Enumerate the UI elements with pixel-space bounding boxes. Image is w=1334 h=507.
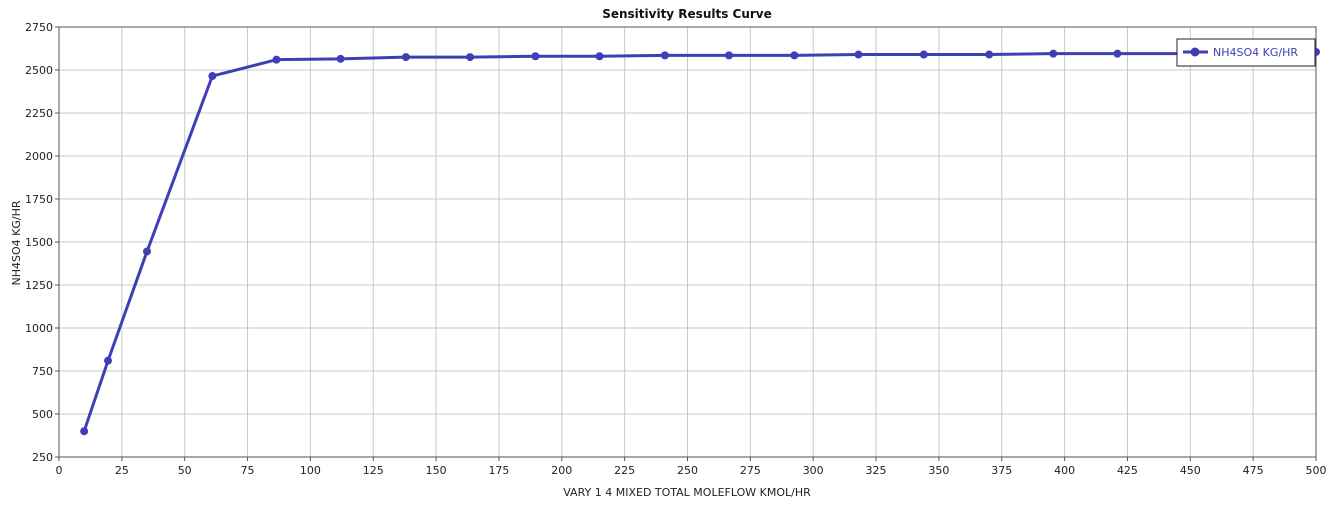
x-tick-label: 250 [677,464,698,477]
data-point [336,54,345,63]
data-point [1113,49,1122,58]
data-point [919,50,928,59]
y-tick-label: 2250 [25,107,53,120]
y-tick-label: 1750 [25,193,53,206]
x-tick-label: 100 [300,464,321,477]
x-tick-label: 75 [241,464,255,477]
data-point [80,427,89,436]
x-tick-label: 50 [178,464,192,477]
data-point [985,50,994,59]
y-tick-label: 500 [32,408,53,421]
y-tick-label: 1000 [25,322,53,335]
y-ticks: 250 500 750 1000 1250 1500 1750 2000 2250 2500 275… [25,21,59,464]
y-tick-label: 2500 [25,64,53,77]
x-tick-label: 350 [928,464,949,477]
series-line [82,50,1317,432]
x-tick-label: 175 [488,464,509,477]
legend-marker [1190,47,1200,57]
x-tick-label: 450 [1180,464,1201,477]
x-tick-label: 475 [1243,464,1264,477]
x-tick-label: 425 [1117,464,1138,477]
data-point [531,52,540,61]
x-tick-label: 300 [803,464,824,477]
series-layer [80,47,1320,436]
grid [58,26,1317,458]
data-point [660,51,669,60]
data-point [1049,49,1058,58]
y-tick-label: 1500 [25,236,53,249]
x-tick-label: 200 [551,464,572,477]
x-tick-label: 400 [1054,464,1075,477]
data-point [595,52,604,61]
x-tick-label: 0 [56,464,63,477]
y-axis-label: NH4SO4 KG/HR [10,200,23,285]
data-point [272,55,281,64]
chart-title: Sensitivity Results Curve [602,7,772,21]
x-tick-label: 275 [740,464,761,477]
y-tick-label: 1250 [25,279,53,292]
x-tick-label: 375 [991,464,1012,477]
x-tick-label: 225 [614,464,635,477]
legend-label: NH4SO4 KG/HR [1213,46,1298,59]
data-point [724,51,733,60]
data-point [401,53,410,62]
data-point [466,53,475,62]
data-point [790,51,799,60]
data-point [208,72,217,81]
legend: NH4SO4 KG/HR [1176,38,1316,67]
x-tick-label: 125 [363,464,384,477]
data-point [854,50,863,59]
x-tick-label: 150 [426,464,447,477]
data-point [104,356,113,365]
y-tick-label: 2000 [25,150,53,163]
y-tick-label: 2750 [25,21,53,34]
x-ticks: 0 25 50 75 100 125 150 175 200 225 250 275 300 325 350… [56,457,1327,477]
y-tick-label: 750 [32,365,53,378]
data-point [142,247,151,256]
x-tick-label: 500 [1306,464,1327,477]
x-tick-label: 325 [866,464,887,477]
x-tick-label: 25 [115,464,129,477]
y-tick-label: 250 [32,451,53,464]
x-axis-label: VARY 1 4 MIXED TOTAL MOLEFLOW KMOL/HR [563,486,811,499]
